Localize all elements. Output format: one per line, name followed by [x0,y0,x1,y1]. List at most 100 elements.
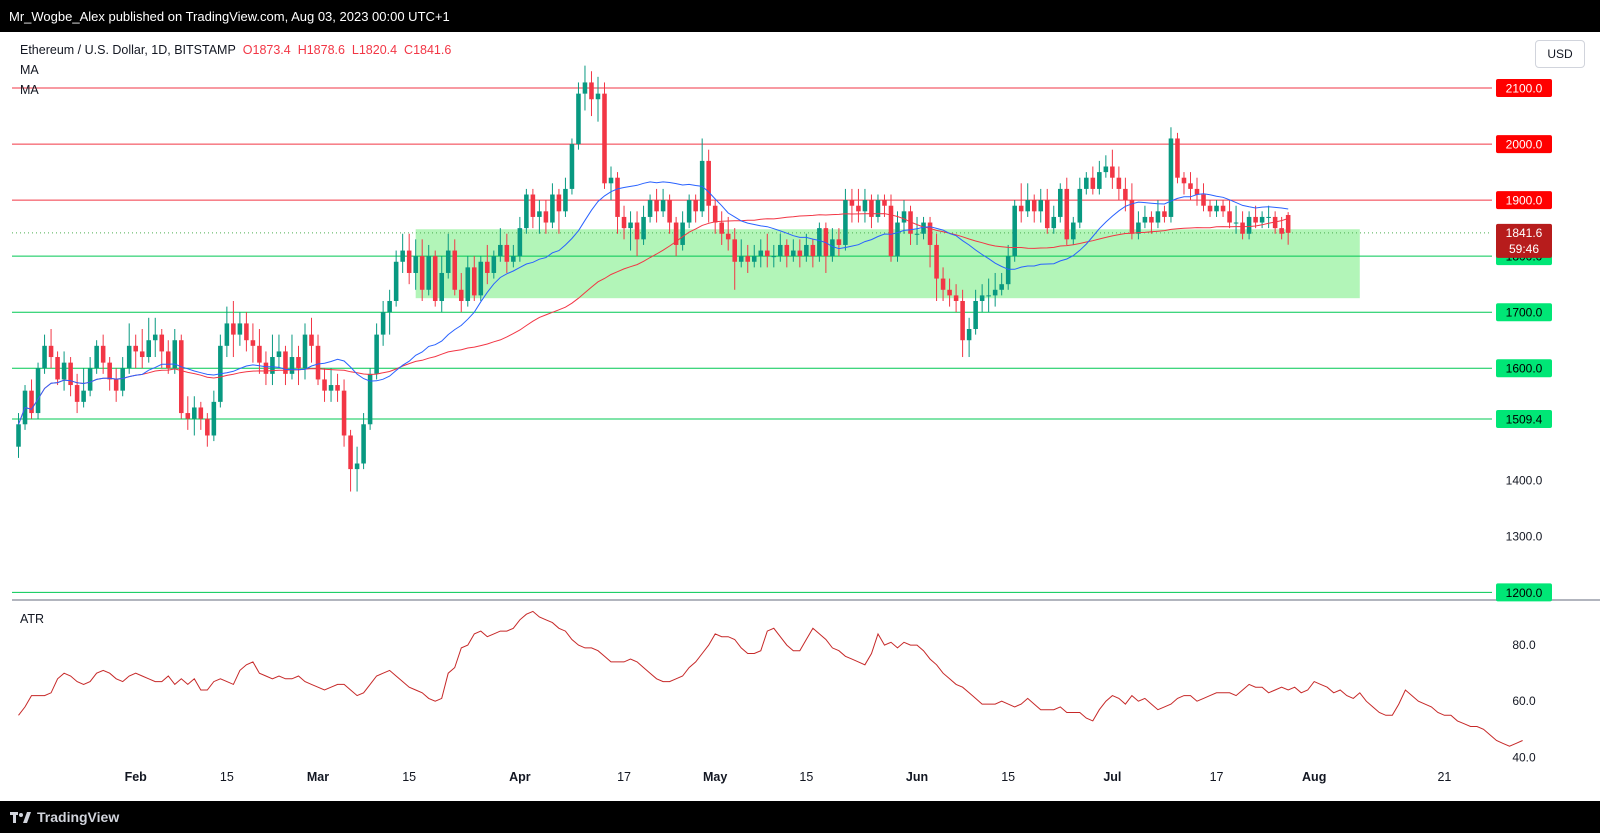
candle-body [999,284,1004,290]
candle-body [810,244,816,257]
candle-body [1071,222,1076,240]
candle-body [615,177,620,217]
candle-body [276,351,282,358]
symbol-title[interactable]: Ethereum / U.S. Dollar, 1D, BITSTAMP [20,43,236,57]
candle-body [406,250,412,273]
candle-body [934,244,939,279]
candle-body [1123,188,1128,201]
candle-body [647,200,653,217]
candle-body [504,244,510,262]
candle-body [634,222,640,240]
candle-body [126,345,132,369]
candle-body [1110,166,1115,178]
candle-body [400,250,405,262]
support-label-bg [1496,410,1552,429]
candle-body [973,300,978,330]
candle-body [758,250,764,257]
candle-body [107,362,112,380]
candle-body [231,323,236,335]
symbol-legend-row: Ethereum / U.S. Dollar, 1D, BITSTAMP O18… [20,40,451,60]
candle-body [563,188,568,212]
candle-body [185,413,191,419]
support-label: 1509.4 [1506,413,1543,427]
candle-body [940,278,946,290]
candle-body [1031,200,1037,212]
candle-body [738,256,744,262]
candle-body [849,200,855,206]
candle-body [986,295,991,297]
time-axis-label: Jun [906,770,928,784]
tradingview-brand: TradingView [37,809,120,825]
candle-body [543,211,549,223]
ma-slow-legend[interactable]: MA [20,83,39,97]
candle-body [491,256,497,273]
candle-body [55,357,60,380]
candle-body [237,323,243,335]
candle-body [393,261,399,301]
candle-body [1246,216,1252,234]
candle-body [921,222,926,234]
publish-header: Mr_Wogbe_Alex published on TradingView.c… [0,0,1600,32]
candle-body [1240,222,1245,234]
candle-body [315,345,321,380]
ma-fast-legend[interactable]: MA [20,63,39,77]
candle-body [1207,205,1213,212]
candle-body [192,407,197,419]
candle-body [745,256,751,262]
candle-body [667,200,672,223]
candle-body [1129,200,1135,234]
currency-button[interactable]: USD [1535,40,1585,68]
atr-axis-label: 80.0 [1512,638,1536,652]
candle-body [1116,177,1122,189]
time-axis-label: 15 [220,770,234,784]
atr-legend[interactable]: ATR [20,612,45,626]
candle-body [380,312,386,335]
candle-body [139,351,145,358]
candle-body [146,340,152,358]
candle-body [1259,216,1265,223]
candle-body [354,463,360,470]
candle-body [537,211,542,217]
candle-body [426,256,431,290]
support-zone-rect [415,229,1360,299]
chart-frame [0,32,1600,801]
candle-body [686,200,692,223]
candle-body [1142,216,1148,223]
candle-body [100,345,106,363]
time-axis-label: 17 [617,770,631,784]
candle-body [133,345,138,352]
resistance-label: 2000.0 [1506,138,1543,152]
candle-body [1038,200,1044,212]
time-axis-label: Aug [1302,770,1326,784]
chart-canvas[interactable]: 2100.02000.01900.01800.01700.01600.01509… [0,0,1600,801]
time-axis-label: 17 [1210,770,1224,784]
candle-body [1285,215,1291,233]
candle-body [244,323,249,341]
candle-body [289,357,295,374]
candle-body [1051,216,1057,229]
candle-body [439,272,445,301]
candle-body [1084,177,1089,189]
candle-body [179,340,184,414]
candle-body [1227,211,1232,223]
ohlc-close: C1841.6 [404,43,452,57]
candle-body [719,222,724,234]
candle-body [784,244,790,257]
resistance-label-bg [1496,135,1552,154]
candle-body [74,385,80,402]
candle-body [569,144,575,189]
candle-body [725,233,731,240]
candle-body [94,345,99,369]
tradingview-logo[interactable]: TradingView [10,809,119,825]
candle-body [862,200,868,212]
candle-body [680,222,685,245]
candle-body [947,289,952,296]
candle-body [550,194,555,223]
candle-body [1077,188,1083,223]
candle-body [556,194,562,212]
ohlc-open: O1873.4 [242,43,291,57]
resistance-label-bg [1496,191,1552,210]
candle-body [458,289,464,301]
candle-body [48,345,54,358]
candle-body [608,177,614,184]
